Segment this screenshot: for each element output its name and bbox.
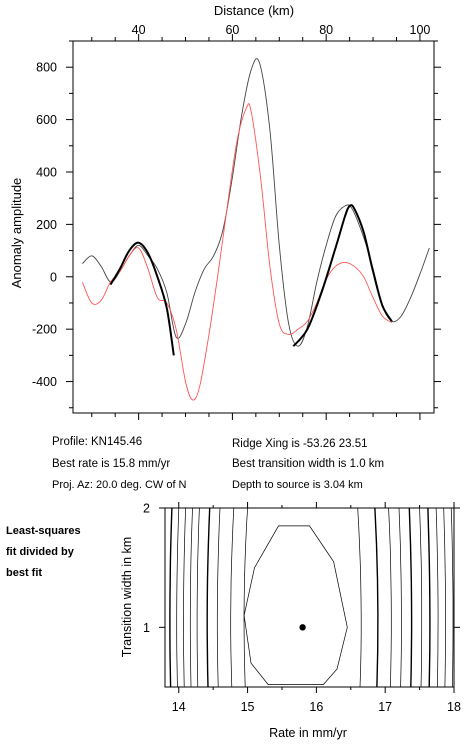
anomaly-series-thin-red xyxy=(81,103,393,401)
contour-x-tick-label: 15 xyxy=(241,700,255,714)
contour-line xyxy=(189,507,193,688)
contour-line xyxy=(357,507,362,688)
contour-x-tick-label: 18 xyxy=(447,700,461,714)
contour-line xyxy=(206,507,211,688)
anomaly-ticks: 40 60 80 100 -400 -200 0 200 400 600 800 xyxy=(32,23,441,420)
contour-line xyxy=(435,507,439,688)
best-rate-label: Best rate is 15.8 mm/yr xyxy=(52,458,171,470)
anomaly-plot-frame xyxy=(72,40,435,414)
best-fit-point xyxy=(299,624,306,631)
misfit-contour-chart: 14 15 16 17 18 1 2 Rate in mm/yr Transition wi… xyxy=(120,502,461,741)
contour-x-tick-label: 17 xyxy=(378,700,392,714)
best-transition-label: Best transition width is 1.0 km xyxy=(232,458,385,470)
anomaly-x-tick-label: 80 xyxy=(319,23,333,37)
contour-y-axis-label: Transition width in km xyxy=(120,537,134,657)
contour-line xyxy=(216,507,221,688)
contour-ticks: 14 15 16 17 18 1 2 xyxy=(143,502,461,715)
side-note-line-1: Least-squares xyxy=(6,525,81,537)
contour-line xyxy=(427,507,431,688)
projection-azimuth-label: Proj. Az: 20.0 deg. CW of N xyxy=(52,479,187,491)
contour-line xyxy=(408,507,413,688)
anomaly-x-tick-label: 40 xyxy=(132,23,146,37)
depth-to-source-label: Depth to source is 3.04 km xyxy=(232,479,363,491)
contour-line xyxy=(176,507,180,688)
anomaly-y-tick-label: 800 xyxy=(36,61,57,75)
side-note-line-2: fit divided by xyxy=(6,546,74,558)
contour-x-tick-label: 16 xyxy=(309,700,323,714)
contour-line xyxy=(169,507,173,688)
anomaly-y-tick-label: -200 xyxy=(32,323,57,337)
contour-y-tick-label: 2 xyxy=(143,502,150,516)
contour-lines xyxy=(169,507,454,688)
contour-inner-ring xyxy=(243,525,348,685)
contour-line xyxy=(183,507,186,688)
contour-line xyxy=(450,507,454,688)
anomaly-y-axis-label: Anomaly amplitude xyxy=(9,178,24,289)
anomaly-series-thick-black xyxy=(109,241,175,356)
contour-y-tick-label: 1 xyxy=(143,621,150,635)
anomaly-y-tick-label: 0 xyxy=(50,270,57,284)
profile-label: Profile: KN145.46 xyxy=(52,436,143,448)
contour-line xyxy=(196,507,200,688)
anomaly-x-tick-label: 100 xyxy=(410,23,431,37)
contour-line xyxy=(388,507,392,688)
contour-line xyxy=(443,507,446,688)
anomaly-series xyxy=(81,58,430,401)
anomaly-y-tick-label: 600 xyxy=(36,113,57,127)
anomaly-x-tick-label: 60 xyxy=(225,23,239,37)
contour-line xyxy=(419,507,423,688)
contour-line xyxy=(398,507,402,688)
contour-line xyxy=(243,507,248,688)
contour-plot-frame xyxy=(164,507,455,688)
anomaly-series-thin-gray xyxy=(82,58,430,347)
ridge-crossing-label: Ridge Xing is -53.26 23.51 xyxy=(232,438,368,450)
anomaly-y-tick-label: -400 xyxy=(32,375,57,389)
anomaly-y-tick-label: 400 xyxy=(36,165,57,179)
side-note-line-3: best fit xyxy=(6,567,43,579)
anomaly-series-thick-black xyxy=(292,204,393,347)
anomaly-chart: 40 60 80 100 -400 -200 0 200 400 600 800 Distance … xyxy=(9,3,441,420)
contour-line xyxy=(374,507,379,688)
anomaly-x-axis-label: Distance (km) xyxy=(214,3,294,18)
anomaly-y-tick-label: 200 xyxy=(36,218,57,232)
contour-line xyxy=(230,507,235,688)
contour-x-axis-label: Rate in mm/yr xyxy=(269,726,347,740)
contour-x-tick-label: 14 xyxy=(172,700,186,714)
